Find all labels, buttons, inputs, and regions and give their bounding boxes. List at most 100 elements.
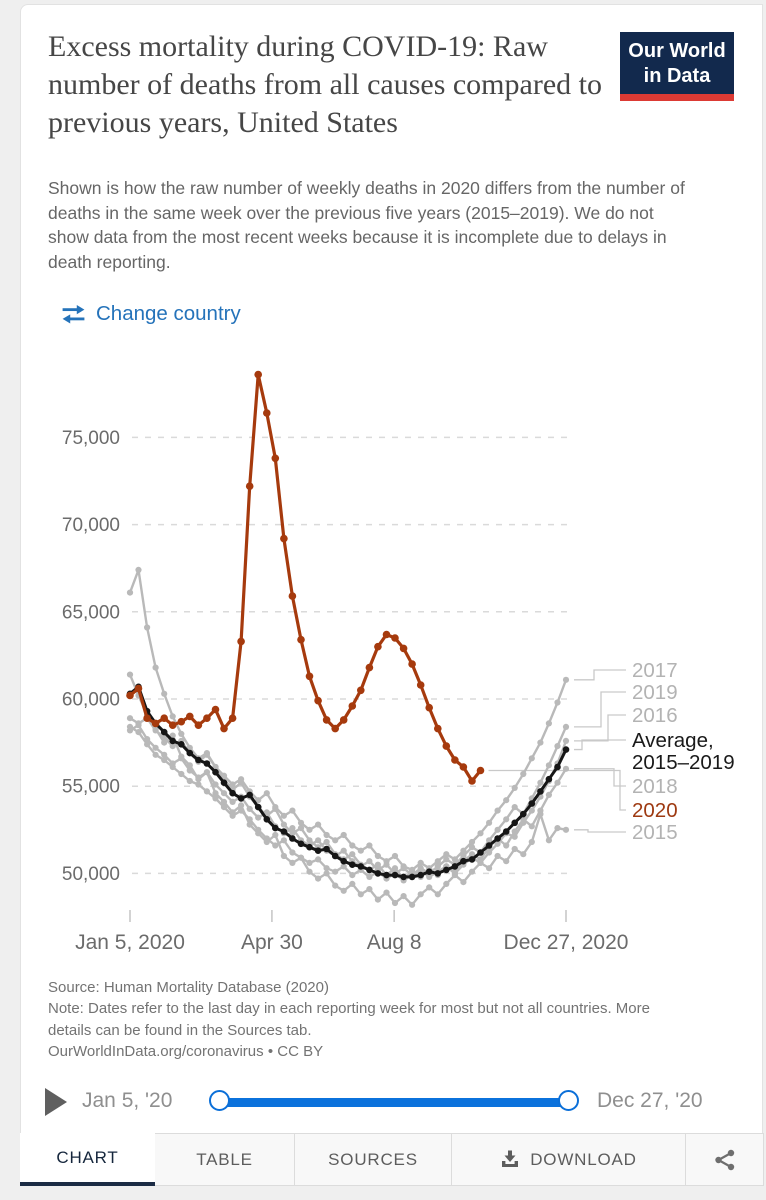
- series-point-2017: [315, 821, 322, 828]
- series-point-2017: [477, 830, 484, 837]
- legend-label2-avg[interactable]: 2015–2019: [632, 751, 735, 774]
- share-button[interactable]: [686, 1133, 764, 1186]
- series-point-2015: [366, 886, 373, 893]
- tab-download[interactable]: DOWNLOAD: [452, 1133, 686, 1186]
- legend-connector-2019: [574, 691, 626, 728]
- series-point-2020: [228, 714, 237, 722]
- series-point-avg: [306, 843, 313, 851]
- legend-label-2020[interactable]: 2020: [632, 799, 678, 822]
- owid-logo-line2: in Data: [643, 65, 711, 87]
- timeline-track[interactable]: [220, 1098, 570, 1107]
- tab-table[interactable]: TABLE: [155, 1133, 295, 1186]
- series-point-avg: [169, 737, 176, 745]
- series-point-2019: [443, 856, 450, 863]
- timeline-handle-end[interactable]: [558, 1089, 579, 1111]
- series-point-avg: [280, 828, 288, 835]
- series-point-2019: [562, 723, 570, 730]
- play-button[interactable]: [42, 1087, 68, 1117]
- series-point-2017: [152, 727, 159, 734]
- series-point-2017: [562, 676, 570, 683]
- tab-chart[interactable]: CHART: [20, 1133, 155, 1186]
- series-point-2018: [477, 856, 484, 863]
- y-axis-tick-label: 55,000: [62, 777, 120, 798]
- legend-connector-2016: [574, 714, 626, 742]
- legend-label-2019[interactable]: 2019: [632, 681, 678, 704]
- series-point-2016: [562, 737, 570, 744]
- legend-label-avg[interactable]: Average,: [632, 729, 714, 752]
- y-axis-tick-label: 70,000: [62, 515, 120, 536]
- series-point-2018: [272, 805, 279, 812]
- series-point-2019: [468, 844, 476, 851]
- series-point-2015: [340, 887, 347, 894]
- legend-connector-2018: [574, 768, 626, 787]
- series-point-2015: [349, 880, 356, 888]
- series-point-2020: [143, 714, 151, 722]
- series-point-avg: [425, 868, 433, 875]
- series-point-2020: [186, 712, 194, 721]
- series-point-2020: [459, 763, 468, 771]
- series-point-2015: [400, 893, 407, 900]
- timeline-handle-start[interactable]: [209, 1089, 230, 1111]
- legend-label-2018[interactable]: 2018: [632, 775, 678, 798]
- tab-download-label: DOWNLOAD: [530, 1149, 637, 1169]
- series-point-2020: [126, 691, 134, 700]
- series-point-2016: [272, 842, 279, 849]
- legend-label-2017[interactable]: 2017: [632, 659, 678, 682]
- series-point-2019: [203, 769, 210, 776]
- series-point-2019: [152, 744, 159, 751]
- legend-connector-avg: [574, 739, 626, 751]
- series-point-2018: [161, 690, 168, 697]
- series-point-2016: [203, 788, 210, 795]
- bottom-tabbar: CHART TABLE SOURCES DOWNLOAD: [20, 1133, 764, 1186]
- series-point-avg: [195, 756, 202, 764]
- change-country-button[interactable]: Change country: [60, 302, 241, 326]
- series-point-2019: [383, 861, 390, 868]
- series-point-avg: [229, 789, 236, 797]
- series-point-2018: [374, 861, 381, 868]
- series-point-avg: [545, 775, 553, 783]
- series-point-2015: [238, 802, 245, 809]
- series-point-2020: [245, 482, 254, 490]
- series-point-2017: [126, 715, 134, 722]
- series-point-2015: [417, 891, 424, 898]
- series-point-2020: [348, 702, 357, 710]
- series-point-2020: [391, 634, 399, 642]
- series-point-2015: [486, 865, 493, 872]
- series-point-2020: [297, 635, 305, 644]
- series-point-2015: [332, 882, 339, 889]
- series-point-2018: [545, 791, 553, 798]
- series-point-avg: [246, 791, 253, 799]
- series-point-2020: [134, 684, 143, 693]
- owid-logo-line1: Our World: [628, 40, 726, 62]
- series-point-2016: [332, 868, 339, 875]
- series-point-2017: [520, 770, 527, 778]
- legend-label-2015[interactable]: 2015: [632, 821, 678, 844]
- x-axis-tick-label: Aug 8: [367, 931, 422, 954]
- series-point-2019: [366, 858, 373, 865]
- series-point-2017: [417, 859, 424, 866]
- series-point-2019: [289, 825, 296, 832]
- series-point-2016: [238, 807, 245, 814]
- series-point-2017: [366, 842, 373, 849]
- series-point-avg: [272, 824, 279, 832]
- legend-label-2016[interactable]: 2016: [632, 704, 678, 727]
- series-point-2015: [272, 831, 279, 839]
- source-link[interactable]: OurWorldInData.org/coronavirus • CC BY: [48, 1042, 324, 1060]
- timeline-start-label: Jan 5, '20: [82, 1089, 173, 1112]
- series-point-2015: [468, 868, 476, 875]
- series-point-2015: [383, 889, 390, 896]
- tab-sources[interactable]: SOURCES: [295, 1133, 452, 1186]
- series-point-2020: [263, 409, 271, 417]
- series-point-2020: [416, 681, 425, 689]
- series-point-2020: [468, 777, 476, 785]
- series-point-2017: [494, 807, 501, 814]
- series-point-2015: [280, 852, 287, 860]
- series-point-2016: [340, 863, 347, 870]
- series-point-2020: [374, 642, 382, 651]
- series-point-2020: [220, 724, 228, 733]
- series-point-avg: [511, 819, 518, 827]
- series-point-2015: [289, 859, 296, 866]
- series-point-2019: [400, 865, 407, 872]
- owid-logo: Our World in Data: [620, 32, 734, 101]
- series-point-2018: [238, 779, 245, 786]
